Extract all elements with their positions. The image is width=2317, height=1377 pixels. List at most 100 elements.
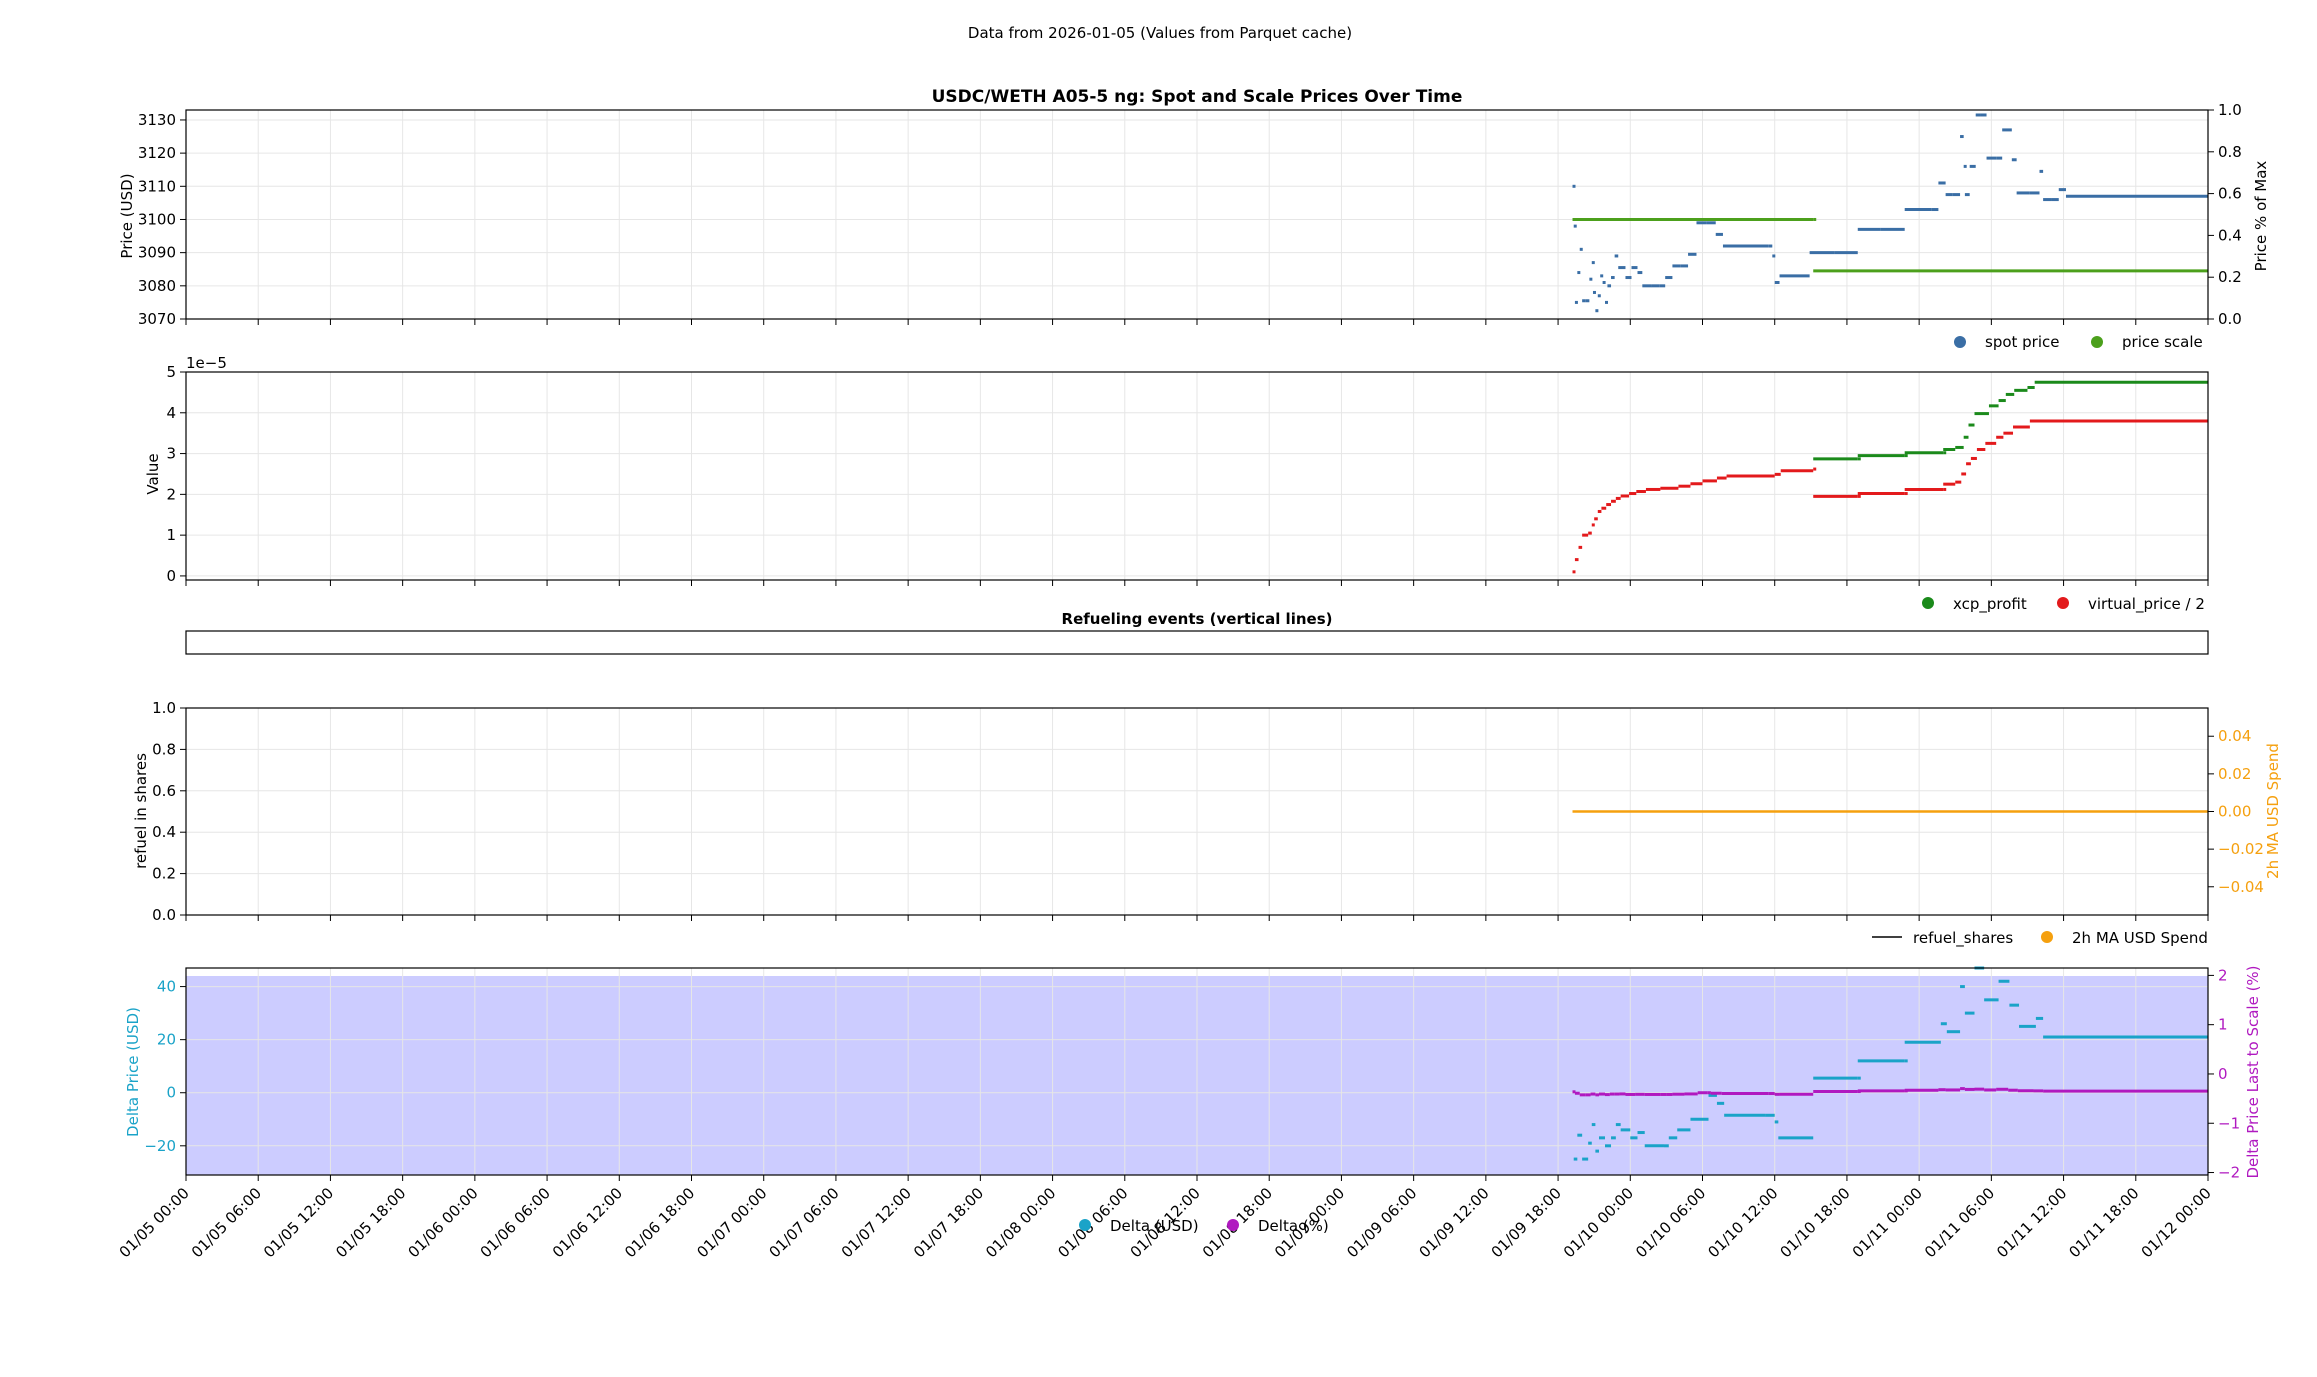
x-tick-label: 01/06 12:00 [549, 1184, 626, 1261]
legend-vp-label: virtual_price / 2 [2088, 595, 2205, 614]
x-tick-label: 01/09 12:00 [1415, 1184, 1492, 1261]
panel4-legend: refuel_shares 2h MA USD Spend [1872, 929, 2208, 948]
y-tick-label: 1 [166, 526, 176, 544]
x-tick-label: 01/07 06:00 [766, 1184, 843, 1261]
legend-delta-pct-label: Delta (%) [1258, 1217, 1329, 1235]
x-tick-label: 01/05 18:00 [332, 1184, 409, 1261]
x-tick-label: 01/05 12:00 [260, 1184, 337, 1261]
chart-panel-2: 1e−5 0 1 2 3 4 5 Value xcp_profit virtual_pri… [144, 354, 2209, 614]
legend-ma-marker [2041, 931, 2053, 943]
panel1-legend: spot price price scale [1954, 333, 2203, 351]
panel1-title: USDC/WETH A05-5 ng: Spot and Scale Price… [932, 87, 1463, 107]
panel3-title: Refueling events (vertical lines) [1062, 610, 1333, 628]
legend-delta-usd-label: Delta (USD) [1110, 1217, 1199, 1235]
x-tick-label: 01/07 00:00 [693, 1184, 770, 1261]
x-tick-label: 01/10 18:00 [1777, 1184, 1854, 1261]
x-tick-label: 01/11 00:00 [1849, 1184, 1926, 1261]
y-tick-label: 3130 [138, 111, 176, 129]
chart-panel-3: Refueling events (vertical lines) [185, 610, 2209, 655]
legend-spot-label: spot price [1985, 333, 2060, 351]
panel1-ylabel: Price (USD) [118, 173, 136, 258]
y-tick-label: 0.4 [152, 823, 176, 841]
panel4-y2label: 2h MA USD Spend [2264, 743, 2282, 879]
y2-tick-label: 0.4 [2218, 226, 2242, 244]
y-tick-label: 1.0 [152, 699, 176, 717]
y2-tick-label: 2 [2218, 966, 2228, 984]
panel-frame [185, 707, 2209, 916]
y-tick-label: 3080 [138, 277, 176, 295]
legend-ma-label: 2h MA USD Spend [2072, 929, 2208, 947]
panel1-y2label: Price % of Max [2252, 161, 2270, 272]
x-tick-label: 01/06 00:00 [404, 1184, 481, 1261]
y-tick-label: 3070 [138, 310, 176, 328]
chart-panel-5: −20 0 20 40 −2 −1 0 1 2 Delta Price (USD) Delta … [124, 965, 2262, 1181]
y-tick-label: 0.0 [152, 906, 176, 924]
x-tick-label: 01/12 00:00 [2138, 1184, 2215, 1261]
legend-spot-marker [1954, 336, 1966, 348]
legend-refuel-label: refuel_shares [1913, 929, 2013, 948]
y2-tick-label: 0.04 [2218, 727, 2251, 745]
y2-tick-label: −2 [2218, 1164, 2240, 1182]
y-tick-label: 0 [166, 1084, 176, 1102]
chart-panel-4: 0.0 0.2 0.4 0.6 0.8 1.0 −0.04 −0.02 0.00 0.02 0.04… [132, 699, 2282, 948]
x-tick-label: 01/08 00:00 [982, 1184, 1059, 1261]
panel2-offset-label: 1e−5 [186, 354, 227, 372]
y-tick-label: 4 [166, 404, 176, 422]
y2-tick-label: 0.02 [2218, 765, 2251, 783]
legend-vp-marker [2057, 597, 2069, 609]
legend-delta-usd-marker [1079, 1219, 1091, 1231]
y2-tick-label: −1 [2218, 1114, 2240, 1132]
legend-scale-label: price scale [2122, 333, 2203, 351]
y2-tick-label: 0.6 [2218, 185, 2242, 203]
panel2-ylabel: Value [144, 453, 162, 494]
x-tick-label: 01/10 06:00 [1632, 1184, 1709, 1261]
y-tick-label: 0.2 [152, 865, 176, 883]
y2-tick-label: −0.02 [2218, 840, 2264, 858]
y2-tick-label: 1 [2218, 1016, 2228, 1034]
y2-tick-label: 0 [2218, 1065, 2228, 1083]
x-tick-label: 01/06 18:00 [621, 1184, 698, 1261]
y-tick-label: 20 [157, 1031, 176, 1049]
y-tick-label: 0 [166, 567, 176, 585]
legend-xcp-label: xcp_profit [1953, 595, 2027, 614]
x-tick-label: 01/05 06:00 [188, 1184, 265, 1261]
panel4-ylabel: refuel in shares [132, 753, 150, 869]
x-tick-label: 01/09 18:00 [1488, 1184, 1565, 1261]
x-tick-label: 01/11 06:00 [1921, 1184, 1998, 1261]
legend-scale-marker [2091, 336, 2103, 348]
y2-tick-label: 1.0 [2218, 101, 2242, 119]
y-tick-label: 0.6 [152, 782, 176, 800]
y-tick-label: 3110 [138, 177, 176, 195]
x-tick-label: 01/09 06:00 [1343, 1184, 1420, 1261]
panel-frame [185, 967, 2209, 1176]
y2-tick-label: 0.00 [2218, 803, 2251, 821]
y-tick-label: 3100 [138, 210, 176, 228]
x-tick-label: 01/11 12:00 [1993, 1184, 2070, 1261]
panel5-y2label: Delta Price Last to Scale (%) [2244, 965, 2262, 1178]
y2-tick-label: −0.04 [2218, 878, 2264, 896]
y-tick-label: 2 [166, 485, 176, 503]
x-tick-label: 01/05 00:00 [116, 1184, 193, 1261]
panel-frame [185, 371, 2209, 581]
figure-subtitle: Data from 2026-01-05 (Values from Parque… [968, 24, 1352, 42]
x-tick-label: 01/10 12:00 [1704, 1184, 1781, 1261]
x-tick-label: 01/07 18:00 [910, 1184, 987, 1261]
x-tick-label: 01/10 00:00 [1560, 1184, 1637, 1261]
x-tick-label: 01/07 12:00 [838, 1184, 915, 1261]
y2-tick-label: 0.0 [2218, 310, 2242, 328]
y-tick-label: −20 [144, 1137, 176, 1155]
panel-frame [185, 109, 2209, 320]
panel5-legend: Delta (USD) Delta (%) [1079, 1217, 1329, 1235]
panel3-frame [185, 630, 2209, 655]
chart-panel-1: USDC/WETH A05-5 ng: Spot and Scale Price… [118, 87, 2270, 351]
legend-delta-pct-marker [1227, 1219, 1239, 1231]
y-tick-label: 0.8 [152, 740, 176, 758]
panel2-legend: xcp_profit virtual_price / 2 [1922, 595, 2205, 614]
y2-tick-label: 0.8 [2218, 143, 2242, 161]
y2-tick-label: 0.2 [2218, 268, 2242, 286]
y-tick-label: 3 [166, 445, 176, 463]
y-tick-label: 3120 [138, 144, 176, 162]
y-tick-label: 40 [157, 978, 176, 996]
panel5-ylabel: Delta Price (USD) [124, 1007, 142, 1137]
